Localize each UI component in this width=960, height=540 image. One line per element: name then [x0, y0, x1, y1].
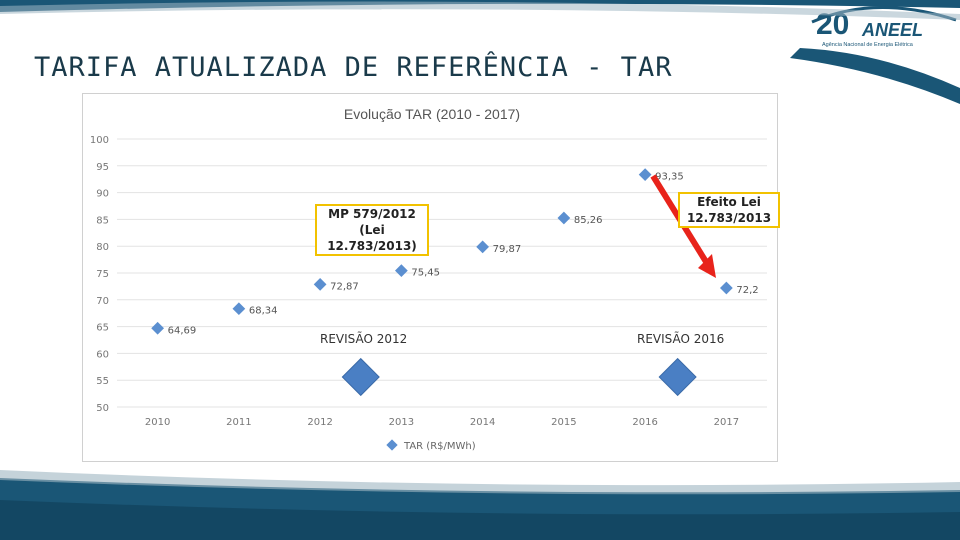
data-label: 72,87 — [330, 281, 359, 292]
x-tick-label: 2016 — [632, 417, 657, 428]
revisao-2012-label: REVISÃO 2012 — [320, 332, 408, 346]
x-tick-label: 2014 — [470, 417, 495, 428]
mp-annotation: MP 579/2012 (Lei 12.783/2013) — [315, 204, 429, 256]
data-label: 85,26 — [574, 215, 603, 226]
chart-frame: Evolução TAR (2010 - 2017) 50 55 60 65 70 75 80… — [82, 93, 780, 462]
mp-annotation-line-1: MP 579/2012 — [328, 207, 416, 221]
y-tick-label: 75 — [96, 269, 109, 280]
data-point — [638, 168, 652, 182]
y-tick-label: 85 — [96, 215, 109, 226]
data-point — [395, 264, 408, 277]
data-label: 75,45 — [411, 268, 440, 279]
logo-name: ANEEL — [861, 20, 923, 40]
x-tick-label: 2013 — [389, 417, 414, 428]
y-tick-label: 65 — [96, 323, 109, 334]
y-tick-label: 100 — [90, 135, 109, 146]
data-label: 68,34 — [249, 306, 278, 317]
data-label: 72,2 — [736, 285, 758, 296]
y-tick-label: 80 — [96, 242, 109, 253]
data-point — [151, 321, 164, 335]
data-label: 79,87 — [493, 244, 522, 255]
y-tick-label: 70 — [96, 296, 109, 307]
efeito-annotation-line-1: Efeito Lei — [697, 195, 761, 209]
data-point — [313, 278, 327, 291]
logo-tagline: Agência Nacional de Energia Elétrica — [822, 42, 914, 48]
data-point — [476, 240, 489, 254]
chart-title: Evolução TAR (2010 - 2017) — [344, 106, 520, 122]
x-tick-label: 2011 — [226, 417, 251, 428]
mp-annotation-line-2: (Lei 12.783/2013) — [327, 223, 417, 253]
data-label: 64,69 — [168, 325, 197, 336]
revisao-2012-diamond — [341, 357, 380, 397]
x-tick-label: 2012 — [307, 417, 332, 428]
x-tick-label: 2017 — [714, 417, 739, 428]
logo-number: 20 — [816, 8, 849, 41]
y-tick-label: 95 — [96, 162, 109, 173]
x-tick-label: 2015 — [551, 417, 576, 428]
data-point — [232, 302, 246, 316]
efeito-annotation-line-2: 12.783/2013 — [686, 211, 772, 225]
efeito-annotation: Efeito Lei 12.783/2013 — [678, 192, 780, 228]
slide-title: TARIFA ATUALIZADA DE REFERÊNCIA - TAR — [34, 52, 673, 83]
y-tick-label: 90 — [96, 189, 109, 200]
red-arrow-head — [698, 254, 716, 278]
chart-svg: Evolução TAR (2010 - 2017) 50 55 60 65 70 75 80… — [90, 106, 767, 452]
y-tick-label: 55 — [96, 376, 109, 387]
legend-label: TAR (R$/MWh) — [403, 441, 476, 452]
x-tick-label: 2010 — [145, 417, 170, 428]
legend-marker — [386, 439, 398, 451]
y-tick-label: 60 — [96, 349, 109, 360]
aneel-logo: 20 ANEEL Agência Nacional de Energia Elé… — [811, 6, 957, 48]
data-label: 93,35 — [655, 172, 684, 183]
revisao-2016-diamond — [658, 357, 697, 397]
revisao-2016-label: REVISÃO 2016 — [637, 332, 725, 346]
y-tick-label: 50 — [96, 403, 109, 414]
data-point — [557, 211, 571, 225]
data-point — [720, 281, 733, 295]
